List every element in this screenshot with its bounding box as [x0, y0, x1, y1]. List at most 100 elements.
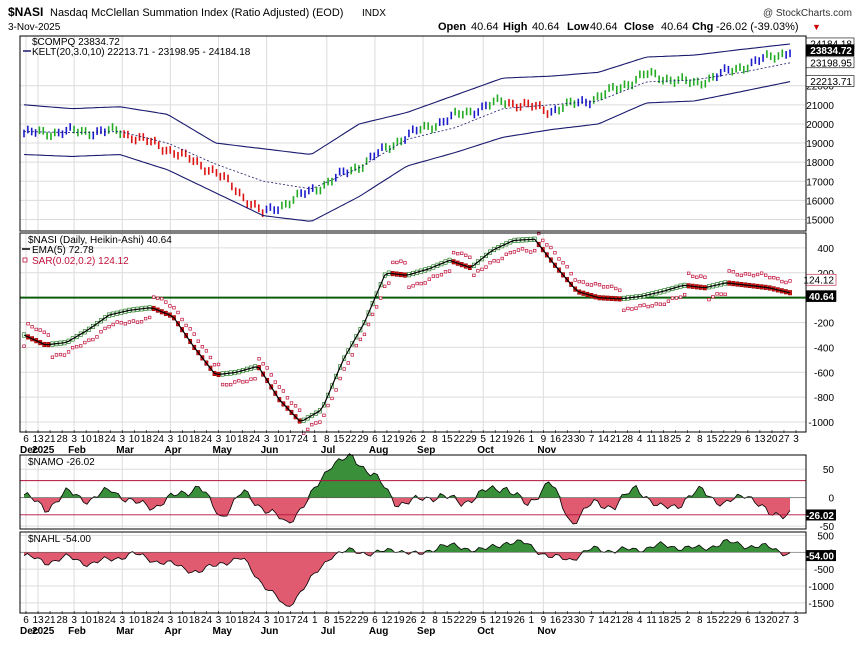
x-month-label: Jun	[261, 626, 279, 637]
sar-marker	[597, 283, 602, 287]
sar-marker	[379, 296, 383, 300]
panel-background	[20, 233, 806, 432]
sar-marker	[423, 281, 427, 285]
x-tick-label: 24	[297, 434, 309, 445]
sar-marker	[237, 379, 241, 383]
last-value-box	[806, 509, 836, 521]
panel-title: $COMPQ 23834.72	[32, 37, 120, 48]
x-tick-label: 6	[372, 615, 378, 626]
sar-marker	[565, 265, 569, 269]
x-tick-label: 1	[529, 434, 535, 445]
sar-marker	[70, 346, 75, 350]
sar-legend-label: SAR(0.02,0.2) 124.12	[32, 256, 129, 267]
x-tick-label: 24	[153, 615, 165, 626]
x-tick-label: 18	[658, 434, 670, 445]
sar-marker	[682, 293, 687, 297]
x-tick-label: 10	[81, 434, 93, 445]
sar-marker	[443, 270, 448, 274]
sar-marker	[212, 363, 217, 367]
sar-marker	[99, 330, 103, 334]
sar-marker	[103, 326, 107, 331]
sar-marker	[662, 302, 667, 306]
sar-marker	[622, 308, 626, 313]
sar-marker	[715, 292, 719, 296]
sar-marker	[456, 251, 460, 256]
x-month-label: May	[213, 445, 233, 456]
x-tick-label: 2	[685, 615, 691, 626]
panel-title: $NAHL -54.00	[28, 534, 91, 545]
x-tick-label: 12	[381, 615, 393, 626]
sar-marker	[322, 413, 326, 417]
panel-1: 15000 16000 17000 18000 19000 20000 21000 22000…	[19, 35, 855, 232]
sar-marker	[257, 357, 261, 361]
x-tick-label: 24	[249, 615, 261, 626]
x-tick-label: 11	[646, 434, 657, 445]
panel-border	[19, 35, 807, 232]
sar-marker	[528, 250, 533, 254]
sar-marker	[62, 353, 67, 357]
sar-marker	[370, 312, 375, 317]
sar-marker	[285, 396, 290, 400]
sar-marker	[699, 274, 703, 278]
y-tick-label: 0	[828, 494, 834, 505]
sar-marker	[650, 304, 654, 308]
sar-marker	[759, 271, 764, 275]
sar-marker	[265, 366, 269, 370]
sar-marker	[66, 350, 71, 354]
x-tick-label: 15	[333, 615, 345, 626]
sar-marker	[330, 396, 334, 401]
sar-marker	[95, 335, 99, 339]
sar-marker	[58, 352, 63, 357]
x-month-label: Sep	[417, 445, 435, 456]
sar-marker	[362, 332, 367, 337]
sar-marker	[634, 306, 638, 310]
x-tick-label: 22	[345, 434, 357, 445]
sar-marker	[354, 343, 358, 348]
sar-marker	[91, 337, 95, 342]
keltner-lower-line	[23, 81, 791, 222]
x-axis-middle: 6 13 21 28 3 10 18 24 3 10 18 24 3 10 18 24 3 10 18 24 3 10 17…	[20, 430, 799, 456]
x-tick-label: 18	[237, 434, 249, 445]
sar-marker	[537, 231, 541, 236]
sar-marker	[147, 315, 152, 320]
sar-marker	[614, 286, 618, 291]
keltner-middle-line	[23, 62, 791, 190]
y-tick-label: 500	[817, 531, 834, 542]
sar-marker	[658, 302, 662, 306]
x-tick-label: 9	[541, 615, 547, 626]
x-tick-label: 20	[766, 615, 778, 626]
sar-marker	[107, 324, 111, 329]
sar-marker	[115, 320, 119, 324]
sar-marker	[111, 322, 115, 327]
sar-marker	[411, 284, 415, 288]
sar-marker	[695, 275, 699, 279]
x-tick-label: 28	[622, 615, 634, 626]
sar-marker	[585, 282, 590, 287]
x-tick-label: 1	[312, 434, 318, 445]
x-tick-label: 6	[23, 615, 29, 626]
x-tick-label: 13	[32, 434, 44, 445]
sar-marker	[208, 355, 213, 360]
x-tick-label: 5	[480, 434, 486, 445]
x-tick-label: 13	[754, 434, 766, 445]
x-tick-label: 19	[502, 615, 514, 626]
sar-marker	[346, 361, 350, 365]
sar-marker	[545, 243, 549, 247]
sar-marker	[472, 273, 476, 278]
sar-marker	[735, 273, 739, 277]
x-tick-label: 24	[297, 615, 309, 626]
sar-marker	[176, 310, 180, 315]
sar-marker	[156, 296, 160, 300]
x-tick-label: 29	[730, 615, 742, 626]
panel-background	[20, 36, 806, 231]
sar-marker	[512, 250, 517, 254]
x-tick-label: 29	[730, 434, 742, 445]
x-month-label: Apr	[164, 445, 181, 456]
sar-marker	[119, 321, 123, 325]
sar-marker	[460, 251, 464, 255]
x-month-label: Sep	[417, 626, 435, 637]
sar-marker	[184, 323, 188, 328]
sar-marker	[573, 278, 577, 282]
x-tick-label: 16	[550, 615, 562, 626]
oscillator-line	[23, 453, 791, 525]
